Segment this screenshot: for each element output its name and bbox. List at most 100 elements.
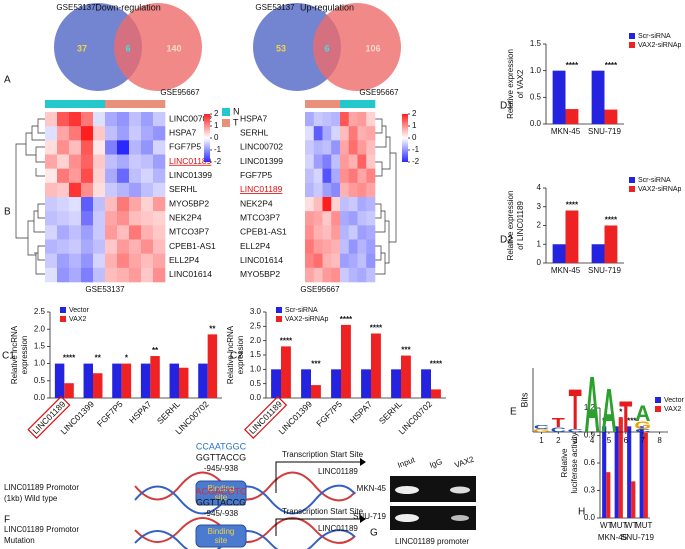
column-group	[305, 100, 315, 108]
logo-letter: T	[619, 393, 632, 443]
legend-swatch	[629, 33, 635, 39]
heatmap-cell	[117, 253, 130, 269]
heatmap-cell	[322, 225, 332, 240]
bar	[301, 369, 311, 398]
heatmap-cell	[305, 182, 315, 198]
heatmap-cell	[105, 197, 118, 212]
bar	[602, 426, 607, 518]
heatmap-cell	[322, 182, 332, 198]
group-swatch	[222, 119, 230, 127]
heatmap-cell	[313, 182, 323, 198]
heatmap-cell	[331, 168, 341, 184]
row-label: CPEB1-AS1	[240, 227, 287, 237]
legend-swatch	[629, 42, 635, 48]
tss-label: Transcription Start Site	[282, 450, 364, 459]
venn-count: 6	[324, 43, 329, 53]
tss-label: Transcription Start Site	[282, 507, 364, 516]
legend-label: VAX2	[664, 406, 681, 413]
heatmap-cell	[331, 140, 341, 155]
heatmap-cell	[141, 253, 154, 269]
heatmap-cell	[366, 239, 376, 254]
panel-label: D2	[500, 235, 513, 246]
y-axis-label: of VAX2	[516, 69, 525, 98]
heatmap-cell	[57, 140, 70, 155]
y-tick-label: 0.6	[584, 458, 596, 467]
heatmap-cell	[366, 154, 376, 169]
heatmap-cell	[81, 239, 94, 254]
logo-letter: C	[635, 428, 650, 433]
bar	[331, 369, 341, 398]
legend-label: Scr-siRNA	[285, 307, 318, 314]
heatmap-cell	[129, 225, 142, 240]
heatmap-cell	[69, 267, 82, 283]
dna-strand	[134, 484, 356, 515]
venn-set-label: GSE95667	[160, 88, 200, 97]
row-label: SERHL	[169, 184, 198, 194]
heatmap-cell	[69, 140, 82, 155]
legend-swatch	[629, 186, 635, 192]
legend-label: Vector	[664, 397, 685, 404]
y-tick-label: 0.9	[584, 431, 596, 440]
heatmap-cell	[331, 154, 341, 169]
heatmap-cell	[45, 211, 58, 226]
heatmap-cell	[340, 239, 350, 254]
row-label: FGF7P5	[169, 142, 201, 152]
heatmap-cell	[322, 126, 332, 141]
bar	[207, 334, 218, 398]
dna-strand	[134, 529, 356, 549]
significance: **	[152, 346, 159, 355]
heatmap-cell	[153, 267, 166, 283]
heatmap-cell	[81, 112, 94, 127]
heatmap-cell	[45, 267, 58, 283]
panel-label: D1	[500, 101, 513, 112]
heatmap-cell	[153, 225, 166, 240]
heatmap-cell	[81, 267, 94, 283]
y-axis-label: of LINC01189	[516, 201, 525, 250]
row-label: LINC01399	[169, 170, 212, 180]
heatmap-cell	[69, 126, 82, 141]
y-axis-label: expression	[236, 336, 245, 375]
heatmap-cell	[57, 197, 70, 212]
y-tick-label: 2.5	[34, 307, 46, 316]
bar	[604, 109, 618, 124]
heatmap-cell	[153, 253, 166, 269]
row-label: LINC01189	[240, 184, 283, 194]
legend-label: Scr-siRNA	[638, 177, 671, 184]
heatmap-cell	[313, 140, 323, 155]
row-label: HSPA7	[169, 128, 197, 138]
legend-swatch	[60, 307, 66, 313]
venn-count: 53	[276, 43, 286, 53]
heatmap-cell	[45, 140, 58, 155]
x-tick-label: HSPA7	[127, 399, 154, 426]
heatmap-cell	[322, 112, 332, 127]
bar	[93, 373, 103, 398]
bar	[150, 356, 160, 398]
heatmap-cell	[105, 112, 118, 127]
heatmap-cell	[366, 182, 376, 198]
highlight-box	[27, 395, 71, 439]
heatmap-cell	[322, 253, 332, 269]
heatmap-cell	[129, 253, 142, 269]
heatmap-cell	[305, 197, 315, 212]
row-label: SERHL	[240, 128, 269, 138]
group-swatch	[222, 108, 230, 116]
heatmap-cell	[348, 211, 358, 226]
heatmap-cell	[153, 182, 166, 198]
heatmap-cell	[305, 140, 315, 155]
heatmap-cell	[305, 112, 315, 127]
row-label: MTCO3P7	[240, 213, 280, 223]
heatmap-cell	[93, 225, 106, 240]
dna-strand	[134, 517, 356, 544]
heatmap-cell	[57, 168, 70, 184]
logo-letter: T	[569, 378, 582, 442]
heatmap-cell	[322, 239, 332, 254]
promoter-label: Mutation	[4, 536, 35, 545]
heatmap-cell	[93, 267, 106, 283]
gel-band	[395, 486, 419, 494]
heatmap-cell	[57, 225, 70, 240]
bar	[606, 472, 611, 518]
significance: ****	[605, 216, 618, 225]
heatmap-cell	[313, 112, 323, 127]
heatmap-cell	[153, 140, 166, 155]
